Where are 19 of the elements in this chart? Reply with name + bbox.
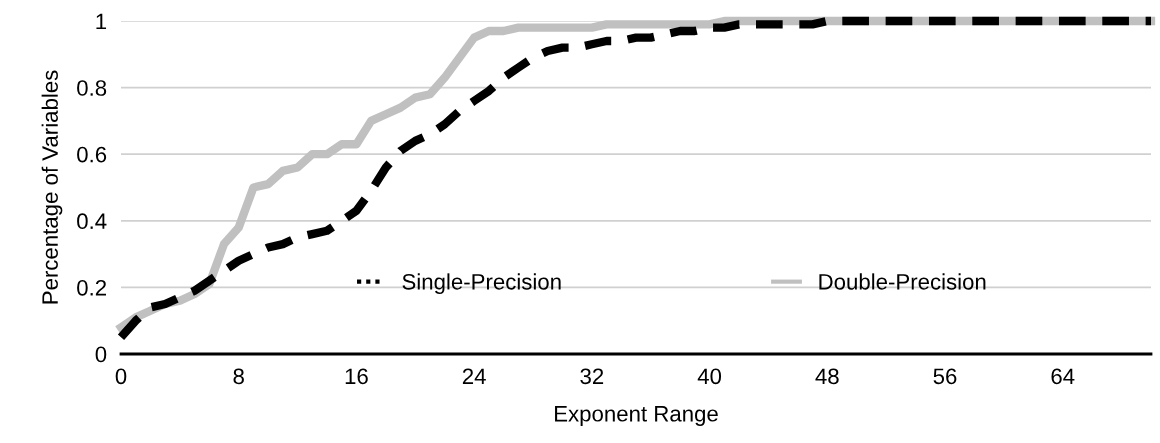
y-tick-label: 0.4 [77, 213, 107, 230]
y-tick-label: 0.8 [77, 80, 107, 96]
y-tick-label: 0.2 [77, 279, 106, 296]
x-tick-label: 56 [933, 368, 957, 385]
x-tick-label: 8 [233, 368, 244, 385]
y-tick-label: 1 [96, 13, 107, 30]
x-tick-label: 0 [115, 368, 127, 385]
x-axis-title: Exponent Range [555, 406, 718, 426]
y-axis-title: Percentage of Variables [41, 70, 63, 304]
x-tick-label: 24 [462, 368, 486, 384]
x-tick-label: 40 [697, 368, 722, 385]
x-tick-label: 16 [345, 368, 368, 385]
legend-label: Single-Precision [402, 273, 561, 295]
x-tick-label: 48 [815, 368, 839, 385]
y-tick-label: 0 [95, 346, 107, 363]
y-tick-label: 0.6 [77, 146, 107, 163]
legend-label: Double-Precision [819, 273, 986, 290]
x-tick-label: 32 [580, 368, 604, 385]
x-tick-label: 64 [1051, 368, 1075, 385]
